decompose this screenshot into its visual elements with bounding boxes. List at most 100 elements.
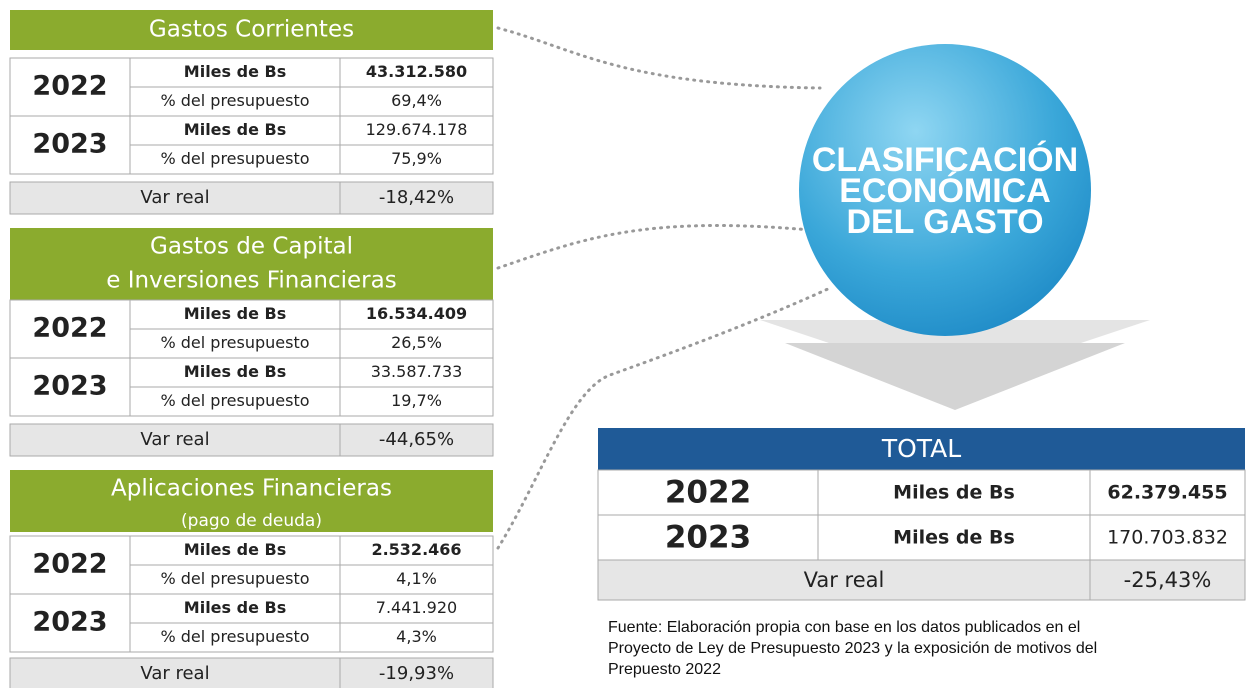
var-cell: [1089, 559, 1246, 601]
cell: [339, 386, 494, 417]
row-value: 62.379.455: [1107, 482, 1227, 504]
cell: [129, 357, 341, 388]
row-label: Miles de Bs: [893, 527, 1015, 549]
year: 2022: [665, 475, 751, 511]
row-label: Miles de Bs: [184, 598, 286, 617]
cell: [597, 469, 819, 516]
var-value: -18,42%: [379, 187, 454, 208]
cell: [129, 386, 341, 417]
row-label: Miles de Bs: [184, 62, 286, 81]
var-cell: [597, 559, 1091, 601]
cell: [9, 299, 131, 359]
total-title: TOTAL: [881, 434, 961, 463]
connector: [496, 286, 832, 550]
cell: [129, 144, 341, 175]
year: 2023: [665, 520, 751, 556]
cell: [129, 115, 341, 146]
cell: [129, 564, 341, 595]
total-header: [598, 428, 1245, 470]
cell: [1089, 469, 1246, 516]
cell: [339, 57, 494, 88]
cell: [339, 564, 494, 595]
cell: [339, 299, 494, 330]
year: 2023: [32, 129, 107, 160]
row-label: % del presupuesto: [160, 627, 309, 646]
chevron: [785, 343, 1125, 410]
row-label: Miles de Bs: [184, 304, 286, 323]
row-value: 2.532.466: [371, 540, 461, 559]
section-title: Gastos Corrientes: [149, 17, 354, 43]
cell: [339, 115, 494, 146]
var-cell: [9, 423, 341, 457]
year: 2022: [32, 313, 107, 344]
cell: [9, 535, 131, 595]
row-label: Miles de Bs: [184, 540, 286, 559]
row-label: % del presupuesto: [160, 391, 309, 410]
source-text: Fuente: Elaboración propia con base en l…: [608, 619, 1080, 636]
var-label: Var real: [804, 568, 885, 592]
section-header: [10, 228, 493, 300]
row-label: % del presupuesto: [160, 569, 309, 588]
row-value: 69,4%: [391, 91, 442, 110]
cell: [9, 115, 131, 175]
cell: [129, 299, 341, 330]
connector: [496, 26, 822, 90]
row-value: 19,7%: [391, 391, 442, 410]
cell: [129, 593, 341, 624]
var-label: Var real: [140, 663, 209, 684]
source-text: Proyecto de Ley de Presupuesto 2023 y la…: [608, 640, 1097, 657]
row-value: 129.674.178: [366, 120, 468, 139]
cell: [597, 514, 819, 561]
row-value: 75,9%: [391, 149, 442, 168]
cell: [129, 328, 341, 359]
section-title: e Inversiones Financieras: [106, 268, 396, 294]
section-title: Aplicaciones Financieras: [111, 475, 392, 501]
cell: [339, 357, 494, 388]
cell: [9, 357, 131, 417]
year: 2022: [32, 71, 107, 102]
section-header: [10, 10, 493, 50]
year: 2022: [32, 549, 107, 580]
section-title: Gastos de Capital: [150, 233, 353, 259]
var-value: -44,65%: [379, 429, 454, 450]
var-cell: [339, 181, 494, 215]
cell: [339, 144, 494, 175]
row-value: 33.587.733: [371, 362, 463, 381]
connectors: [496, 26, 832, 550]
var-label: Var real: [140, 429, 209, 450]
connector: [496, 224, 812, 270]
circle-text: ECONÓMICA: [839, 172, 1051, 210]
source-text: Prepuesto 2022: [608, 661, 721, 678]
row-label: % del presupuesto: [160, 149, 309, 168]
row-value: 4,3%: [396, 627, 437, 646]
var-label: Var real: [140, 187, 209, 208]
circle: [799, 44, 1091, 336]
var-cell: [9, 657, 341, 688]
cell: [817, 514, 1091, 561]
row-value: 43.312.580: [366, 62, 467, 81]
row-value: 170.703.832: [1107, 527, 1228, 549]
row-label: % del presupuesto: [160, 333, 309, 352]
cell: [9, 57, 131, 117]
section-header: [10, 470, 493, 532]
cell: [339, 535, 494, 566]
circle-text: CLASIFICACIÓN: [812, 141, 1078, 179]
cell: [9, 593, 131, 653]
cell: [129, 622, 341, 653]
circle-text: DEL GASTO: [846, 203, 1043, 241]
year: 2023: [32, 371, 107, 402]
row-label: Miles de Bs: [184, 120, 286, 139]
var-cell: [339, 657, 494, 688]
section-subtitle: (pago de deuda): [181, 511, 322, 531]
var-cell: [339, 423, 494, 457]
arrows: [760, 320, 1150, 410]
cell: [339, 328, 494, 359]
var-value: -19,93%: [379, 663, 454, 684]
row-label: Miles de Bs: [893, 482, 1015, 504]
row-value: 7.441.920: [376, 598, 457, 617]
cell: [339, 622, 494, 653]
year: 2023: [32, 607, 107, 638]
cell: [817, 469, 1091, 516]
cell: [1089, 514, 1246, 561]
